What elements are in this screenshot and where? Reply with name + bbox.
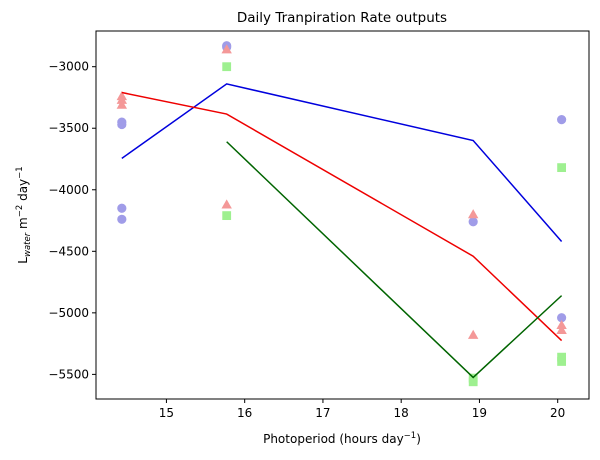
data-point-triangle bbox=[221, 44, 232, 54]
y-axis-label: Lwater m−2 day−1 bbox=[15, 166, 33, 263]
series-triangle bbox=[116, 44, 567, 339]
y-tick-label: −4000 bbox=[48, 183, 89, 197]
data-point-square bbox=[557, 163, 567, 173]
plot-frame bbox=[95, 30, 590, 400]
x-axis-label: Photoperiod (hours day−1) bbox=[263, 431, 421, 446]
trend-line-circle bbox=[121, 83, 563, 242]
x-axis: 15 16 17 18 19 20 bbox=[159, 399, 565, 420]
data-point-circle bbox=[117, 214, 127, 224]
data-point-circle bbox=[468, 217, 478, 227]
data-point-triangle bbox=[116, 99, 128, 109]
series-square bbox=[222, 62, 567, 387]
data-point-triangle bbox=[467, 329, 479, 339]
x-tick-label: 19 bbox=[472, 406, 487, 420]
data-point-circle bbox=[117, 119, 127, 130]
y-axis: −5500 −5000 −4500 −4000 −3500 −3000 bbox=[48, 60, 96, 381]
data-point-triangle bbox=[556, 319, 567, 330]
y-tick-label: −4500 bbox=[48, 244, 89, 258]
data-point-circle bbox=[117, 203, 127, 213]
trend-line-triangle bbox=[121, 91, 563, 342]
data-point-circle bbox=[557, 313, 567, 323]
y-tick-label: −5000 bbox=[48, 306, 89, 320]
chart-title: Daily Tranpiration Rate outputs bbox=[237, 10, 447, 26]
trend-line-square bbox=[226, 141, 563, 379]
x-tick-label: 15 bbox=[159, 406, 174, 420]
y-tick-label: −3000 bbox=[48, 60, 89, 74]
data-point-square bbox=[468, 377, 478, 387]
x-tick-label: 17 bbox=[315, 406, 330, 420]
data-point-triangle bbox=[556, 324, 567, 334]
data-point-square bbox=[557, 357, 567, 366]
y-tick-label: −3500 bbox=[48, 121, 89, 135]
y-tick-label: −5500 bbox=[48, 367, 89, 381]
series-layer bbox=[116, 41, 567, 387]
data-point-circle bbox=[557, 115, 567, 125]
x-tick-label: 20 bbox=[550, 406, 565, 420]
data-point-triangle bbox=[116, 94, 128, 104]
plot-area bbox=[95, 30, 590, 400]
data-point-square bbox=[222, 211, 232, 221]
x-tick-label: 18 bbox=[394, 406, 409, 420]
data-point-triangle bbox=[221, 199, 232, 209]
x-tick-label: 16 bbox=[237, 406, 252, 420]
data-point-square bbox=[222, 62, 232, 72]
data-point-triangle bbox=[467, 209, 479, 219]
